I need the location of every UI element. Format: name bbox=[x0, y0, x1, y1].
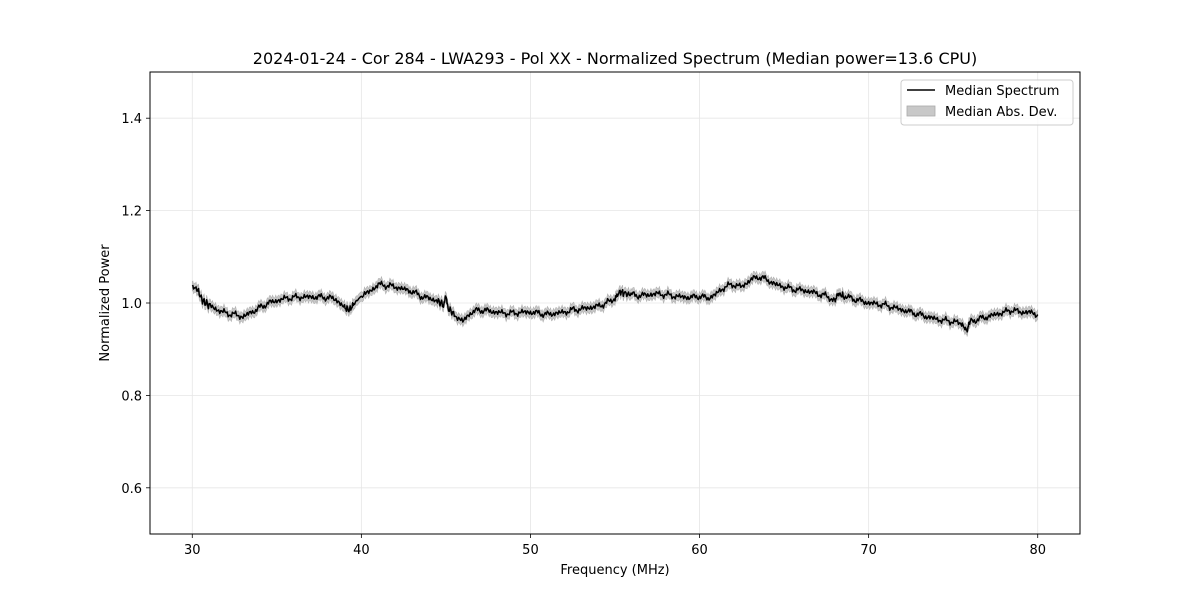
x-tick-label: 30 bbox=[184, 543, 201, 558]
x-tick-label: 40 bbox=[353, 543, 370, 558]
x-tick-label: 50 bbox=[522, 543, 539, 558]
y-tick-label: 1.0 bbox=[121, 297, 142, 312]
chart-title: 2024-01-24 - Cor 284 - LWA293 - Pol XX -… bbox=[253, 49, 977, 68]
legend-band-swatch bbox=[906, 105, 936, 117]
legend-entry-median-spectrum: Median Spectrum bbox=[945, 84, 1059, 99]
legend-box bbox=[900, 79, 1074, 126]
y-axis-label: Normalized Power bbox=[98, 244, 113, 362]
mad-band-layer bbox=[191, 270, 1039, 337]
median-spectrum-line bbox=[191, 274, 1039, 333]
x-tick-label: 80 bbox=[1029, 543, 1046, 558]
axis-ticks: 30 40 50 60 70 80 0.6 0.8 1.0 1.2 1.4 bbox=[121, 112, 1046, 558]
x-axis-label: Frequency (MHz) bbox=[560, 563, 669, 578]
legend: Median Spectrum Median Abs. Dev. bbox=[900, 79, 1074, 126]
median-line-layer bbox=[191, 274, 1039, 333]
y-tick-label: 0.8 bbox=[121, 389, 142, 404]
y-tick-label: 0.6 bbox=[121, 482, 142, 497]
y-tick-label: 1.4 bbox=[121, 112, 142, 127]
legend-entry-median-abs-dev: Median Abs. Dev. bbox=[945, 105, 1057, 120]
x-tick-label: 60 bbox=[691, 543, 708, 558]
x-tick-label: 70 bbox=[860, 543, 877, 558]
y-tick-label: 1.2 bbox=[121, 205, 142, 220]
mad-band bbox=[191, 270, 1039, 337]
